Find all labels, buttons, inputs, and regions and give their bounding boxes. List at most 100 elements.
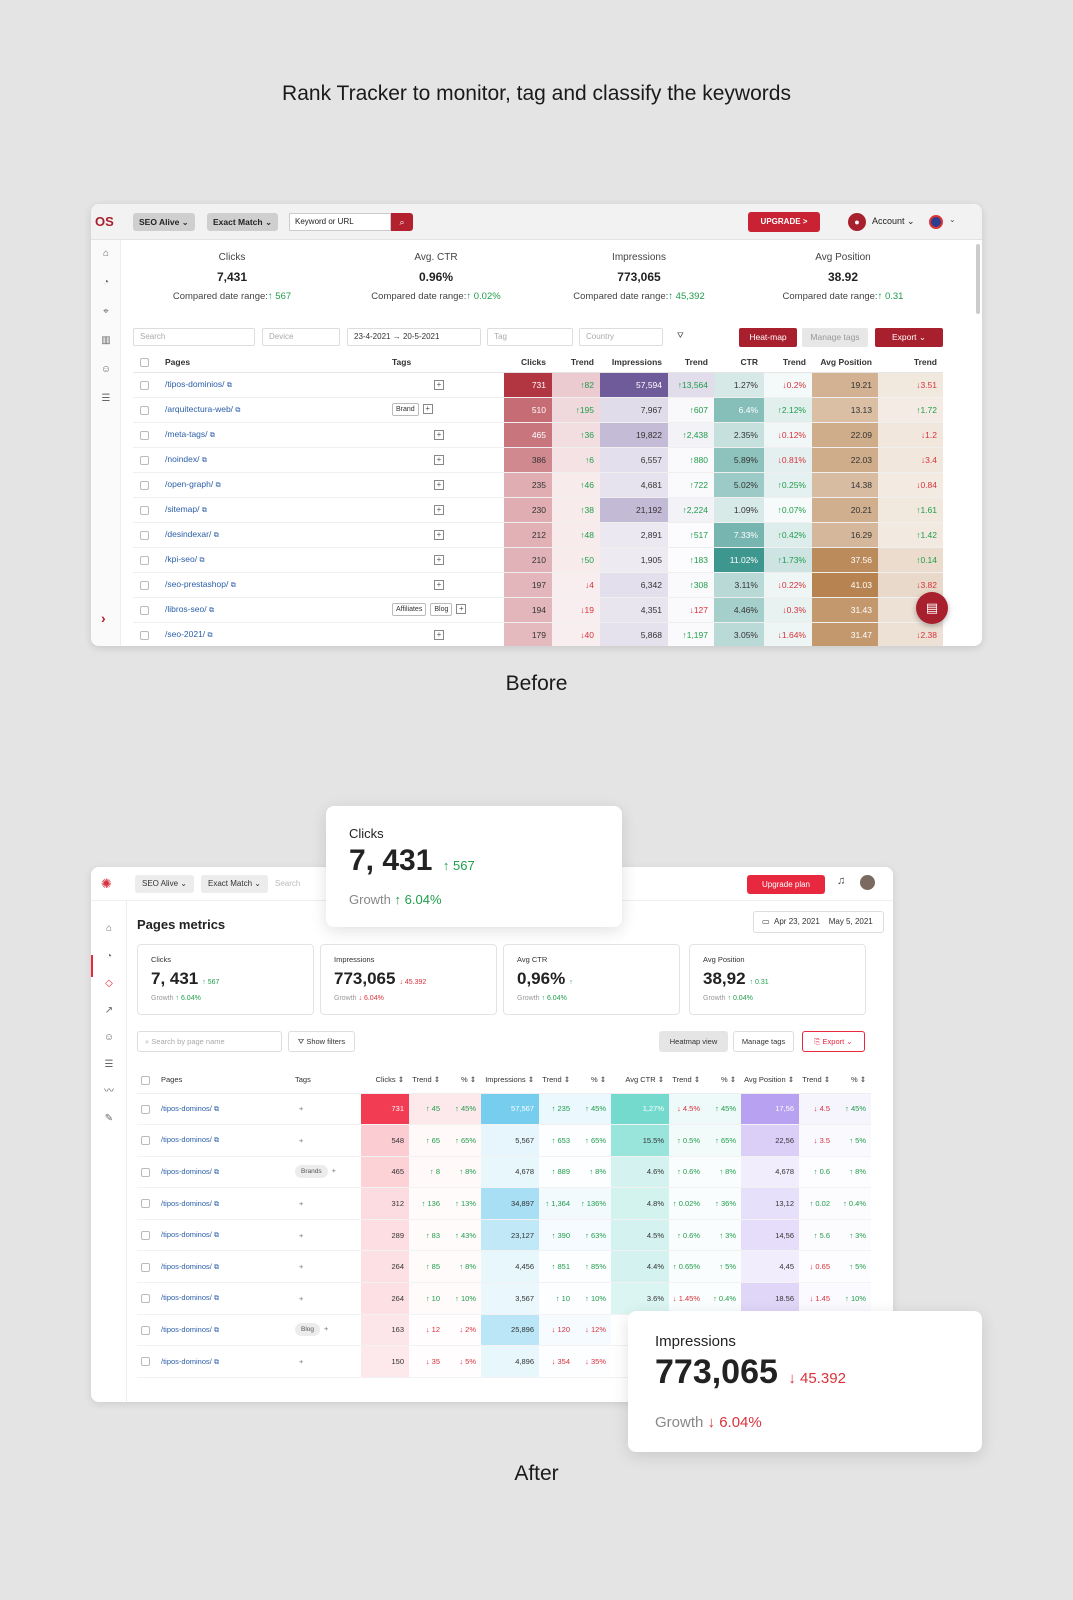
row-checkbox[interactable]: [141, 1167, 150, 1177]
add-tag-icon[interactable]: +: [299, 1230, 304, 1240]
add-tag-icon[interactable]: +: [434, 429, 444, 440]
row-checkbox[interactable]: [141, 1199, 150, 1209]
tag-chip[interactable]: Affiliates: [392, 603, 427, 616]
add-tag-icon[interactable]: +: [422, 403, 433, 414]
external-link-icon[interactable]: ⧉: [213, 1137, 219, 1145]
chart-icon[interactable]: ↗: [104, 1005, 114, 1016]
page-link[interactable]: /desindexar/: [165, 529, 212, 539]
page-link[interactable]: /noindex/: [165, 454, 200, 464]
search-button[interactable]: ⌕: [391, 213, 413, 231]
column-header[interactable]: Trend: [764, 352, 812, 373]
column-header[interactable]: Trend ⇕: [669, 1067, 705, 1094]
upgrade-button[interactable]: Upgrade plan: [747, 875, 825, 894]
page-link[interactable]: /open-graph/: [165, 479, 214, 489]
heatmap-view-button[interactable]: Heatmap view: [659, 1031, 728, 1052]
external-link-icon[interactable]: ⧉: [199, 557, 205, 564]
page-link[interactable]: /tipos-dominos/: [161, 1356, 212, 1366]
row-checkbox[interactable]: [141, 1230, 150, 1240]
column-header[interactable]: % ⇕: [835, 1067, 871, 1094]
page-link[interactable]: /tipos-dominos/: [161, 1135, 212, 1145]
column-header[interactable]: % ⇕: [705, 1067, 741, 1094]
external-link-icon[interactable]: ⧉: [213, 1263, 219, 1271]
row-checkbox[interactable]: [139, 530, 149, 540]
column-header[interactable]: Pages: [159, 1067, 295, 1094]
wrench-icon[interactable]: ✎: [104, 1113, 114, 1124]
tag-chip[interactable]: Brands: [295, 1165, 328, 1179]
column-header[interactable]: Avg Position: [812, 352, 878, 373]
tag-chip[interactable]: Blog: [430, 603, 453, 616]
date-range-input[interactable]: 23-4-2021 → 20-5-2021: [347, 328, 481, 346]
row-checkbox[interactable]: [139, 555, 149, 565]
column-header[interactable]: % ⇕: [575, 1067, 611, 1094]
page-link[interactable]: /meta-tags/: [165, 429, 208, 439]
device-select[interactable]: Device: [262, 328, 340, 346]
upgrade-button[interactable]: UPGRADE >: [748, 212, 820, 232]
add-tag-icon[interactable]: +: [299, 1199, 304, 1209]
add-tag-icon[interactable]: +: [299, 1357, 304, 1367]
add-tag-icon[interactable]: +: [299, 1104, 304, 1114]
page-link[interactable]: /tipos-dominos/: [161, 1166, 212, 1176]
external-link-icon[interactable]: ⧉: [226, 382, 232, 389]
external-link-icon[interactable]: ⧉: [230, 582, 236, 589]
external-link-icon[interactable]: ⧉: [209, 432, 215, 439]
chevron-down-icon[interactable]: ⌄: [949, 215, 956, 224]
uk-flag-icon[interactable]: [929, 215, 943, 229]
add-tag-icon[interactable]: +: [331, 1166, 336, 1176]
trend-icon[interactable]: 〰: [104, 1086, 114, 1097]
target-icon[interactable]: ◇: [105, 978, 113, 989]
row-checkbox[interactable]: [141, 1104, 150, 1114]
external-link-icon[interactable]: ⧉: [213, 532, 219, 539]
heatmap-button[interactable]: Heat-map: [739, 328, 797, 347]
external-link-icon[interactable]: ⧉: [213, 1326, 219, 1334]
home-icon[interactable]: ⌂: [105, 923, 113, 934]
column-header[interactable]: Impressions ⇕: [481, 1067, 539, 1094]
column-header[interactable]: Tags: [392, 352, 504, 373]
manage-tags-button[interactable]: Manage tags: [733, 1031, 794, 1052]
external-link-icon[interactable]: ⧉: [201, 457, 207, 464]
row-checkbox[interactable]: [139, 380, 149, 390]
gauge-icon[interactable]: ◔: [105, 951, 113, 962]
select-all[interactable]: [133, 352, 161, 373]
user-icon[interactable]: ●: [848, 213, 866, 231]
page-link[interactable]: /tipos-dominios/: [165, 379, 225, 389]
match-select[interactable]: Exact Match ⌄: [207, 213, 279, 231]
show-filters-button[interactable]: ⛛ Show filters: [288, 1031, 355, 1052]
notes-icon[interactable]: ▤: [916, 592, 948, 624]
page-link[interactable]: /tipos-dominos/: [161, 1230, 212, 1240]
add-tag-icon[interactable]: +: [299, 1262, 304, 1272]
bell-icon[interactable]: ♫: [837, 875, 846, 887]
target-icon[interactable]: ⌖: [103, 306, 109, 317]
country-select[interactable]: Country: [579, 328, 663, 346]
add-tag-icon[interactable]: +: [434, 554, 444, 565]
column-header[interactable]: Impressions: [600, 352, 668, 373]
column-header[interactable]: Tags: [295, 1067, 361, 1094]
external-link-icon[interactable]: ⧉: [213, 1105, 219, 1113]
column-header[interactable]: Trend: [878, 352, 943, 373]
add-tag-icon[interactable]: +: [456, 603, 467, 614]
avatar[interactable]: [860, 875, 875, 890]
row-checkbox[interactable]: [139, 455, 149, 465]
column-header[interactable]: Trend ⇕: [409, 1067, 445, 1094]
external-link-icon[interactable]: ⧉: [235, 407, 241, 414]
keyword-search-input[interactable]: Keyword or URL: [289, 213, 391, 231]
external-link-icon[interactable]: ⧉: [201, 507, 207, 514]
project-select[interactable]: SEO Alive ⌄: [135, 875, 194, 893]
export-button[interactable]: ⎘ Export ⌄: [802, 1031, 865, 1052]
external-link-icon[interactable]: ⧉: [213, 1295, 219, 1303]
filter-icon[interactable]: ⛛: [671, 328, 687, 346]
column-header[interactable]: Pages: [161, 352, 392, 373]
external-link-icon[interactable]: ⧉: [213, 1200, 219, 1208]
match-select[interactable]: Exact Match ⌄: [201, 875, 268, 893]
row-checkbox[interactable]: [139, 630, 149, 640]
row-checkbox[interactable]: [141, 1325, 150, 1335]
external-link-icon[interactable]: ⧉: [213, 1358, 219, 1366]
external-link-icon[interactable]: ⧉: [208, 607, 214, 614]
add-tag-icon[interactable]: +: [299, 1293, 304, 1303]
row-checkbox[interactable]: [141, 1294, 150, 1304]
page-link[interactable]: /tipos-dominos/: [161, 1103, 212, 1113]
add-tag-icon[interactable]: +: [434, 454, 444, 465]
add-tag-icon[interactable]: +: [434, 479, 444, 490]
column-header[interactable]: Trend ⇕: [799, 1067, 835, 1094]
select-all[interactable]: [137, 1067, 159, 1094]
row-checkbox[interactable]: [141, 1262, 150, 1272]
